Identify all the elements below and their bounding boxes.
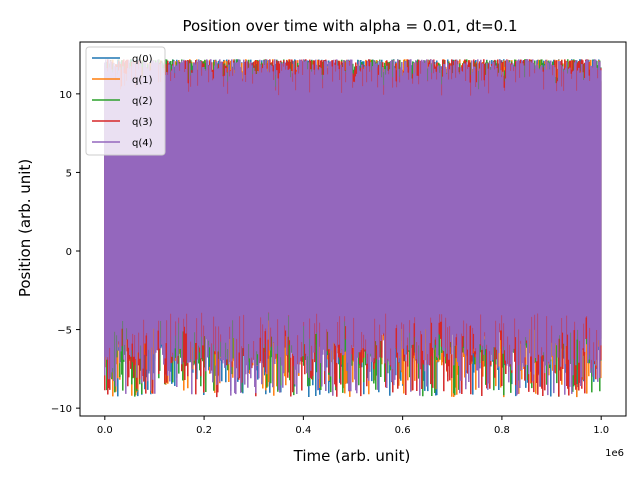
y-tick-label: 10 — [59, 90, 72, 101]
x-tick-label: 0.6 — [395, 425, 411, 436]
legend-entry-q(2): q(2) — [132, 96, 153, 107]
legend-entry-q(3): q(3) — [132, 117, 153, 128]
x-axis-label: Time (arb. unit) — [293, 447, 411, 465]
x-tick-label: 0.8 — [494, 425, 510, 436]
y-tick-label: −5 — [57, 326, 72, 337]
y-tick-label: 0 — [66, 247, 72, 258]
y-tick-label: −10 — [51, 404, 72, 415]
chart-title: Position over time with alpha = 0.01, dt… — [182, 17, 517, 35]
series-line-q(4) — [104, 59, 602, 396]
plot-area — [104, 59, 602, 398]
x-tick-label: 0.0 — [97, 425, 113, 436]
legend-frame — [85, 46, 166, 156]
x-tick-label: 0.4 — [295, 425, 311, 436]
axes: 0.0 0.2 0.4 0.6 0.8 1.0 −10 −5 0 5 10 — [51, 41, 627, 436]
x-tick-label: 0.2 — [196, 425, 212, 436]
legend-entry-q(1): q(1) — [132, 75, 153, 86]
y-tick-label: 5 — [66, 168, 72, 179]
legend-entry-q(4): q(4) — [132, 138, 153, 149]
axes-frame — [79, 41, 627, 417]
legend: q(0) q(1) q(2) q(3) q(4) — [85, 46, 166, 156]
x-tick-label: 1.0 — [593, 425, 609, 436]
legend-entry-q(0): q(0) — [132, 54, 153, 65]
x-axis-offset-text: 1e6 — [605, 448, 624, 459]
y-axis-label: Position (arb. unit) — [16, 159, 34, 297]
